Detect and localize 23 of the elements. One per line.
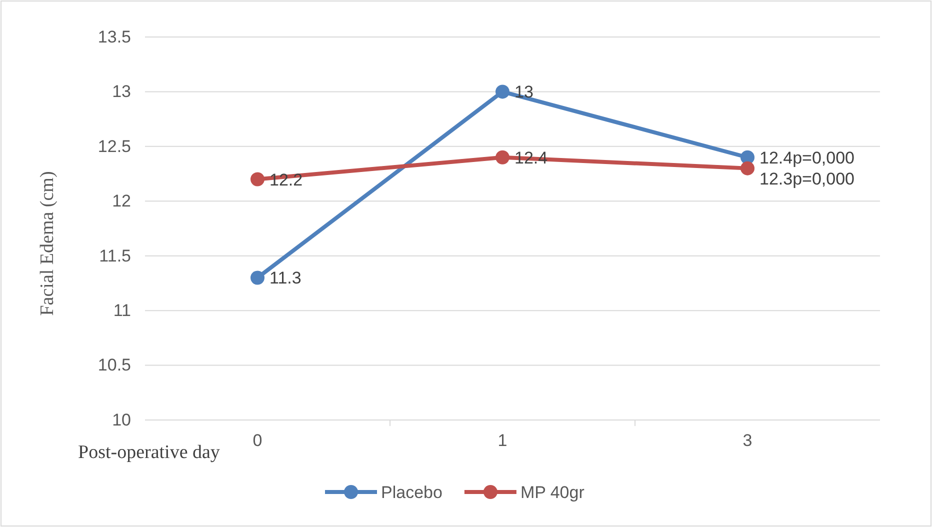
y-tick-label: 10 [112,410,131,430]
y-axis-title: Facial Edema (cm) [37,171,58,316]
point [250,270,264,285]
legend-label: Placebo [381,483,442,502]
point [740,161,754,176]
point [496,150,510,164]
point [496,84,510,99]
data-label: 11.3 [270,268,302,288]
y-tick-label: 13 [112,82,131,102]
y-tick-label: 11 [113,301,131,320]
x-tick-label: 3 [742,431,752,450]
data-label: 12.4p=0,000 [760,148,855,168]
point [250,172,264,186]
y-tick-label: 13.5 [98,27,131,46]
legend-label: MP 40gr [520,483,585,502]
y-tick-label: 11.5 [99,246,131,266]
data-label: 12.3p=0,000 [760,169,855,188]
y-tick-label: 12 [112,192,131,211]
x-tick-label: 0 [252,431,262,450]
y-tick-label: 12.5 [98,136,131,156]
x-axis-title: Post-operative day [78,442,220,463]
x-tick-label: 1 [498,431,508,450]
y-tick-label: 10.5 [98,356,131,375]
